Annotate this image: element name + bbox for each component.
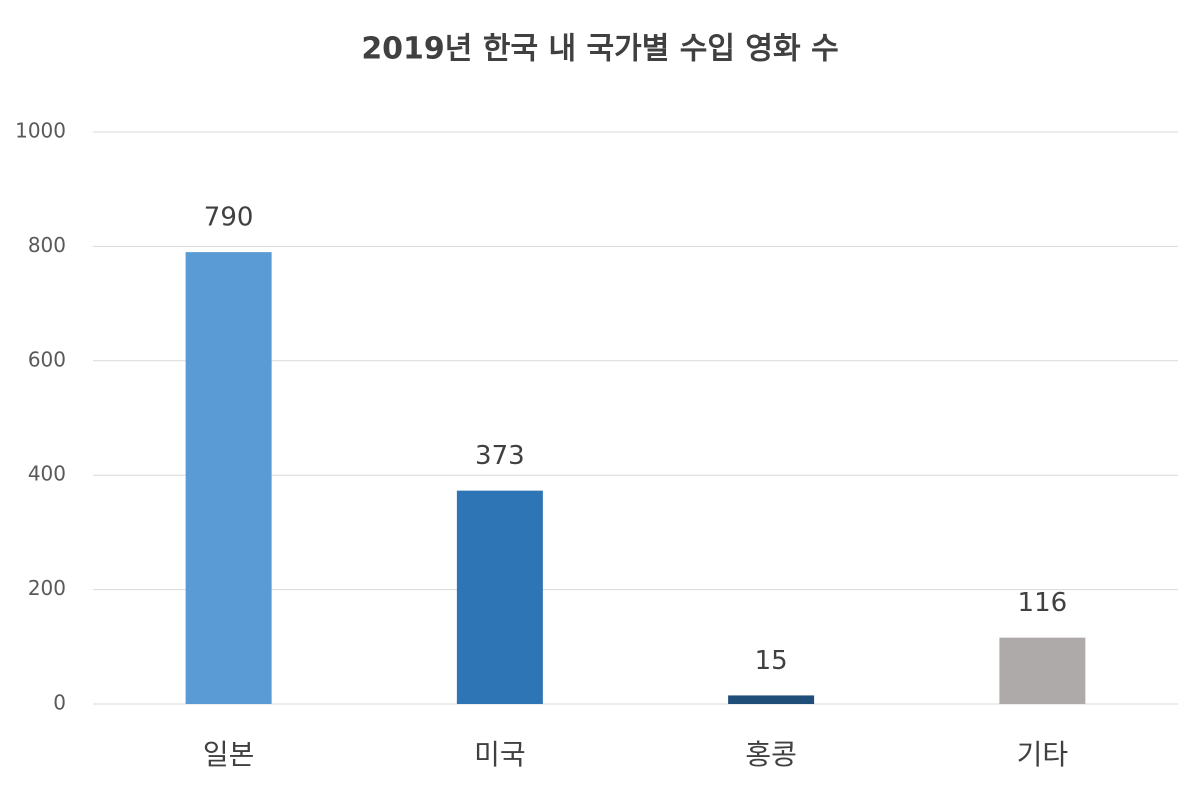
y-tick-label: 400: [28, 462, 66, 486]
bar: [999, 637, 1086, 704]
data-label: 116: [1018, 588, 1068, 618]
y-tick-label: 0: [53, 691, 66, 715]
y-tick-label: 200: [28, 576, 66, 600]
bar: [185, 252, 272, 704]
data-label: 790: [204, 203, 254, 233]
y-tick-label: 1000: [15, 119, 66, 143]
y-tick-label: 600: [28, 347, 66, 371]
data-label: 373: [475, 441, 525, 471]
x-tick-label: 미국: [474, 738, 526, 771]
y-tick-label: 800: [28, 233, 66, 257]
x-tick-label: 일본: [203, 738, 255, 771]
x-tick-label: 기타: [1017, 738, 1069, 771]
data-label: 15: [755, 646, 788, 676]
chart-title: 2019년 한국 내 국가별 수입 영화 수: [361, 32, 838, 67]
x-tick-label: 홍콩: [745, 738, 797, 771]
bar: [728, 695, 815, 704]
bar: [456, 490, 543, 704]
